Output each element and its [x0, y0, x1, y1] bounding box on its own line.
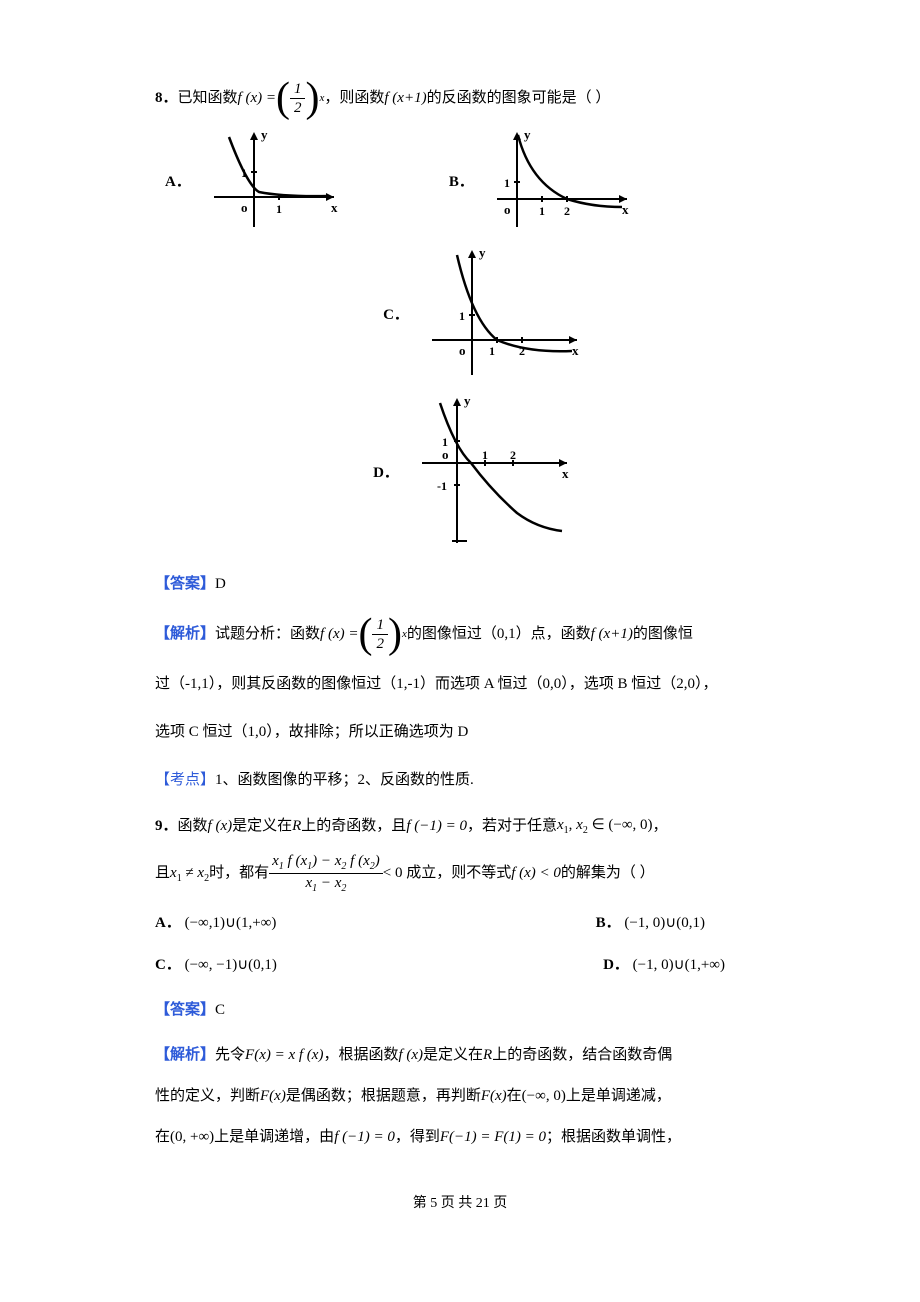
svg-text:1: 1	[442, 435, 448, 449]
parse-label: 【解析】	[155, 621, 215, 648]
q8-answer: 【答案】D	[155, 568, 765, 601]
svg-text:1: 1	[489, 344, 495, 358]
svg-text:y: y	[261, 127, 268, 142]
svg-text:1: 1	[459, 309, 465, 323]
svg-text:2: 2	[564, 204, 570, 218]
q8-stem-a: 已知函数	[178, 85, 238, 112]
svg-text:y: y	[479, 245, 486, 260]
q9-stem-1: 9． 函数 f (x) 是定义在 R 上的奇函数，且 f (−1) = 0 ，若…	[155, 812, 765, 840]
svg-text:1: 1	[539, 204, 545, 218]
q8-stem: 8． 已知函数 f (x) = ( 1 2 ) x ，则函数 f (x+1) 的…	[155, 80, 765, 117]
page-footer: 第 5 页 共 21 页	[155, 1191, 765, 1216]
q8-topic: 【考点】1、函数图像的平移；2、反函数的性质.	[155, 764, 765, 797]
svg-text:2: 2	[510, 448, 516, 462]
svg-text:1: 1	[482, 448, 488, 462]
svg-text:y: y	[464, 393, 471, 408]
chart-c: x y o 1 2 1	[417, 245, 587, 385]
q9-number: 9．	[155, 813, 178, 840]
q9-fraction: x1 f (x1) − x2 f (x2) x1 − x2	[269, 852, 383, 895]
q8-optB-label: B．	[449, 169, 474, 196]
q8-number: 8．	[155, 85, 178, 112]
q9-parse-3: 在 (0, +∞) 上是单调递增，由 f (−1) = 0 ，得到 F(−1) …	[155, 1124, 765, 1151]
q8-parse-1: 【解析】 试题分析：函数 f (x) = ( 1 2 ) x 的图像恒过（0,1…	[155, 616, 765, 653]
q8-optA-label: A．	[165, 169, 191, 196]
q8-parse-3: 选项 C 恒过（1,0），故排除；所以正确选项为 D	[155, 716, 765, 749]
svg-text:x: x	[572, 343, 579, 358]
svg-text:o: o	[442, 447, 449, 462]
svg-text:1: 1	[276, 202, 282, 216]
svg-text:o: o	[504, 202, 511, 217]
q9-stem-2: 且 x1 ≠ x2 时，都有 x1 f (x1) − x2 f (x2) x1 …	[155, 852, 765, 895]
q9-answer: 【答案】C	[155, 994, 765, 1027]
q8-row-ab: A． x y o 1 1 B． x y o 1	[155, 127, 765, 237]
q9-parse-2: 性的定义，判断 F(x) 是偶函数；根据题意，再判断 F(x) 在 (−∞, 0…	[155, 1083, 765, 1110]
q8-fx: f (x) =	[238, 85, 276, 112]
chart-b: x y o 1 2 1	[482, 127, 632, 237]
q8-optD-label: D．	[373, 460, 399, 487]
q8-stem-c: 的反函数的图象可能是（ ）	[427, 85, 611, 112]
svg-text:-1: -1	[437, 479, 447, 493]
q9-parse-1: 【解析】 先令 F(x) = x f (x) ，根据函数 f (x) 是定义在 …	[155, 1042, 765, 1069]
chart-a: x y o 1 1	[199, 127, 339, 237]
q8-row-c: C． x y o 1 2 1	[155, 245, 765, 385]
q9-options-cd: C． (−∞, −1)∪(0,1) D． (−1, 0)∪(1,+∞)	[155, 952, 765, 979]
q8-row-d: D． x y o 1 2 1 -1	[155, 393, 765, 553]
svg-text:x: x	[562, 466, 569, 481]
svg-text:y: y	[524, 127, 531, 142]
svg-text:o: o	[459, 343, 466, 358]
q8-stem-b: ，则函数	[324, 85, 384, 112]
topic-label: 【考点】	[155, 772, 215, 788]
svg-text:o: o	[241, 200, 248, 215]
chart-d: x y o 1 2 1 -1	[407, 393, 577, 553]
svg-text:x: x	[622, 202, 629, 217]
q8-optC-label: C．	[383, 302, 409, 329]
svg-text:1: 1	[504, 176, 510, 190]
q8-paren: ( 1 2 )	[276, 80, 320, 117]
svg-text:x: x	[331, 200, 338, 215]
q8-parse-2: 过（-1,1），则其反函数的图像恒过（1,-1）而选项 A 恒过（0,0），选项…	[155, 668, 765, 701]
answer-label: 【答案】	[155, 576, 215, 592]
q8-fxp1: f (x+1)	[384, 85, 426, 112]
q9-options-ab: A． (−∞,1)∪(1,+∞) B． (−1, 0)∪(0,1)	[155, 910, 765, 937]
